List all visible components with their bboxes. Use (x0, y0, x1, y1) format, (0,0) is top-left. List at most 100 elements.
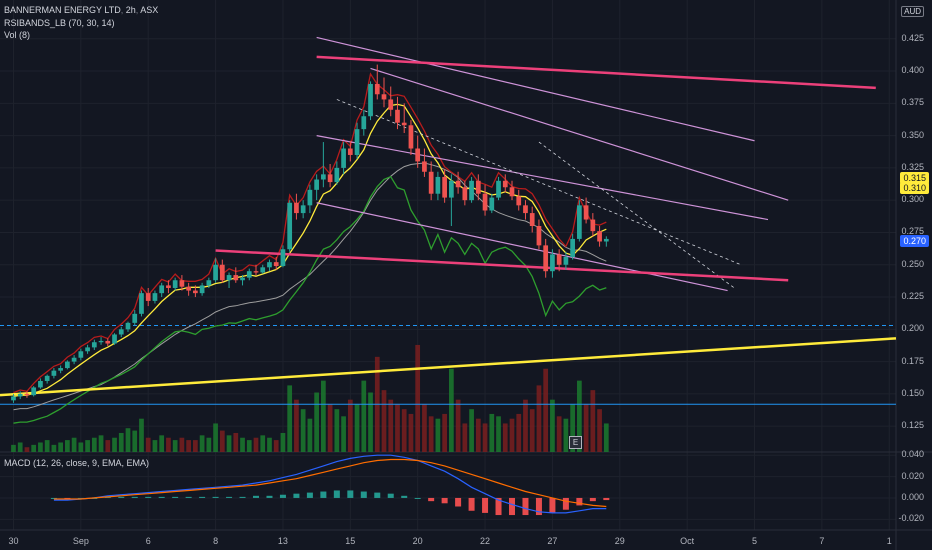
volume-bar (260, 435, 266, 452)
macd-histogram-bar (360, 491, 367, 498)
volume-bar (469, 409, 474, 452)
candle-body (482, 193, 488, 211)
price-axis-tick-label: 0.200 (901, 323, 924, 334)
candle-body (152, 293, 158, 301)
volume-bar (523, 399, 528, 452)
candle-body (213, 264, 218, 281)
volume-bar (455, 399, 461, 452)
volume-bar (11, 444, 16, 452)
candle-body (139, 293, 144, 314)
volume-bar (502, 423, 508, 452)
volume-bar (300, 409, 306, 452)
candle-body (489, 197, 495, 211)
candle-body (186, 286, 191, 291)
price-axis-tick-label: 0.300 (901, 194, 924, 205)
macd-histogram-bar (468, 497, 475, 511)
candle-body (307, 189, 313, 206)
volume-bar (273, 440, 279, 452)
candle-body (112, 334, 117, 344)
volume-bar (58, 442, 63, 452)
interval-label: 2h (125, 5, 136, 15)
candle-body (428, 171, 434, 194)
macd-histogram-bar (118, 496, 125, 498)
volume-bar (24, 447, 30, 452)
volume-bar (435, 418, 441, 452)
volume-bar (422, 404, 427, 452)
candle-body (105, 340, 111, 344)
time-axis-tick-label: 8 (213, 536, 219, 546)
volume-bar (354, 404, 360, 452)
macd-histogram-bar (239, 496, 246, 498)
candle-body (280, 249, 286, 267)
chart-title-legend: BANNERMAN ENERGY LTD, 2h, ASX (4, 5, 159, 15)
candle-body (415, 148, 421, 162)
volume-bar (368, 392, 373, 452)
candle-body (455, 180, 461, 188)
volume-bar (253, 437, 259, 452)
macd-legend[interactable]: MACD (12, 26, close, 9, EMA, EMA) (4, 458, 150, 468)
macd-histogram-bar (185, 496, 192, 498)
candle-body (132, 313, 138, 323)
candle-body (85, 347, 90, 352)
price-axis-tick-label: 0.125 (901, 420, 924, 431)
candle-body (509, 187, 515, 197)
candle-body (172, 280, 178, 288)
macd-histogram-bar (509, 497, 515, 516)
macd-axis-tick-label: 0.020 (901, 470, 924, 481)
candle-body (314, 179, 319, 190)
volume-bar (543, 368, 549, 452)
rsi-bands-legend[interactable]: RSIBANDS_LB (70, 30, 14) (4, 18, 115, 28)
volume-bar (395, 404, 400, 452)
candle-body (529, 213, 535, 226)
price-axis-tick-label: 0.400 (901, 65, 924, 76)
price-axis-tick-label: 0.375 (901, 97, 924, 108)
macd-axis-tick-label: 0.040 (901, 449, 924, 460)
volume-legend[interactable]: Vol (8) (4, 30, 31, 40)
candle-body (125, 322, 131, 330)
volume-bar (509, 418, 515, 452)
volume-bar (172, 440, 178, 452)
candle-body (374, 83, 380, 95)
volume-bar (321, 380, 326, 452)
volume-bar (118, 432, 124, 452)
time-axis-tick-label: 6 (145, 536, 151, 546)
candle-body (226, 275, 232, 281)
macd-histogram-bar (293, 493, 300, 498)
candle-body (590, 219, 596, 232)
time-axis-tick-label: 7 (819, 536, 825, 546)
fast-moving-average-line (13, 103, 607, 398)
volume-bar (496, 416, 501, 452)
time-axis-tick-label: 1 (886, 536, 892, 546)
currency-badge[interactable]: AUD (901, 6, 924, 17)
macd-histogram-bar (482, 497, 489, 513)
macd-histogram-bar (414, 497, 421, 499)
candle-body (388, 99, 394, 110)
time-axis-tick-label: 30 (8, 536, 19, 546)
time-axis-tick-label: 27 (547, 536, 558, 546)
volume-bar (462, 423, 468, 452)
candle-body (267, 262, 272, 268)
macd-histogram-bar (279, 494, 286, 498)
volume-bar (105, 440, 111, 452)
candle-body (58, 368, 63, 371)
candle-body (11, 396, 16, 401)
macd-histogram-bar (549, 497, 556, 513)
candle-body (368, 83, 373, 117)
price-axis-tick-label: 0.250 (901, 258, 924, 269)
volume-bar (85, 440, 90, 452)
candle-body (354, 129, 360, 155)
volume-bar (583, 404, 589, 452)
channel-line (316, 135, 769, 221)
macd-histogram-bar (158, 496, 165, 498)
time-axis-tick-label: Sep (72, 536, 89, 546)
macd-histogram-bar (266, 495, 273, 498)
earnings-marker-icon[interactable]: E (569, 436, 582, 449)
volume-bar (246, 440, 252, 452)
volume-bar (38, 442, 43, 452)
candle-body (260, 267, 266, 273)
volume-bar (536, 385, 542, 452)
candle-body (550, 254, 555, 272)
volume-bar (482, 423, 488, 452)
candle-body (166, 285, 171, 288)
